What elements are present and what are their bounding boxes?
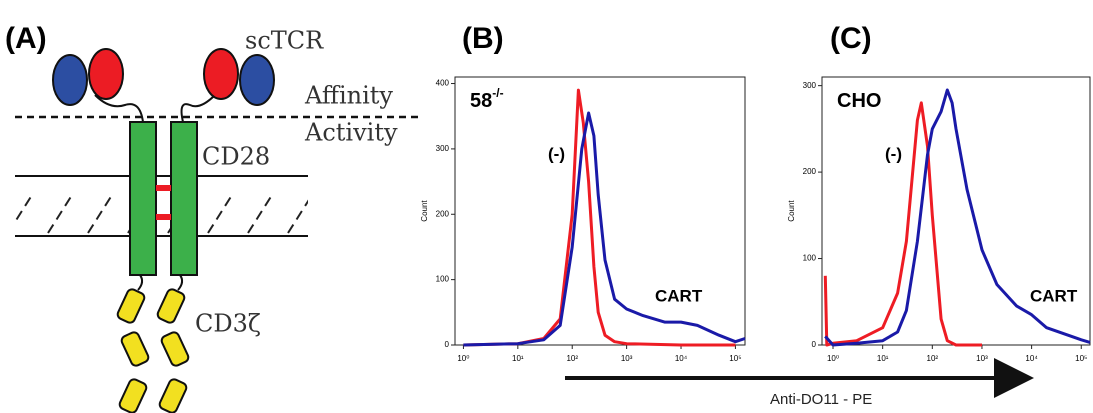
series-label: (-) bbox=[548, 144, 565, 163]
sample-sup: -/- bbox=[492, 86, 503, 100]
histogram-line bbox=[463, 88, 736, 347]
x-tick-label: 10⁵ bbox=[729, 354, 741, 363]
domain-red bbox=[203, 48, 239, 100]
x-tick-label: 10⁴ bbox=[675, 354, 688, 363]
cd28-chain bbox=[129, 121, 157, 276]
y-tick-label: 200 bbox=[803, 167, 817, 176]
x-tick-label: 10⁰ bbox=[457, 354, 469, 363]
label: Activity bbox=[304, 119, 398, 147]
series-label: (-) bbox=[885, 144, 902, 163]
domain-blue bbox=[239, 54, 275, 106]
histogram-line bbox=[824, 88, 1091, 347]
x-tick-label: 10¹ bbox=[877, 354, 889, 363]
panel-sample-label: CHO bbox=[837, 90, 881, 112]
x-tick-label: 10⁵ bbox=[1075, 354, 1087, 363]
y-tick-label: 100 bbox=[436, 275, 450, 284]
label: CD3ζ bbox=[195, 310, 261, 338]
disulfide bbox=[156, 214, 171, 220]
x-tick-label: 10² bbox=[927, 354, 939, 363]
label: Affinity bbox=[304, 82, 393, 110]
label: CD28 bbox=[202, 143, 270, 171]
y-tick-label: 100 bbox=[803, 254, 817, 263]
x-tick-label: 10³ bbox=[976, 354, 988, 363]
panel-label: (A) bbox=[5, 22, 47, 55]
histogram-line bbox=[463, 111, 746, 347]
diagram: (A) scTCR Affinity Activity CD28 CD3ζ bbox=[5, 22, 420, 413]
x-axis-label: Anti-DO11 - PE bbox=[770, 391, 872, 408]
x-tick-label: 10³ bbox=[621, 354, 633, 363]
panel-label: (B) bbox=[462, 22, 504, 55]
x-tick-label: 10⁰ bbox=[827, 354, 839, 363]
cd3-chain bbox=[116, 274, 190, 413]
y-tick-label: 0 bbox=[812, 340, 817, 349]
series-label: CART bbox=[1030, 286, 1078, 305]
domain-blue bbox=[52, 54, 88, 106]
x-tick-label: 10¹ bbox=[512, 354, 524, 363]
panel-label: (C) bbox=[830, 22, 872, 55]
sample-name: CHO bbox=[837, 90, 881, 112]
y-tick-label: 300 bbox=[803, 81, 817, 90]
histogram-line bbox=[823, 101, 982, 347]
y-tick-label: 0 bbox=[445, 340, 450, 349]
domain-red bbox=[88, 48, 124, 100]
disulfide bbox=[156, 185, 171, 191]
linker bbox=[94, 94, 144, 123]
plot-frame bbox=[454, 76, 746, 346]
linker bbox=[180, 94, 216, 123]
y-tick-label: 400 bbox=[436, 79, 450, 88]
panel-sample-label: 58-/- bbox=[470, 86, 504, 112]
y-axis-label: Count bbox=[420, 200, 429, 222]
x-tick-label: 10² bbox=[566, 354, 578, 363]
y-axis-label: Count bbox=[787, 200, 796, 222]
series-label: CART bbox=[655, 286, 703, 305]
label: scTCR bbox=[245, 27, 324, 55]
cd28-chain bbox=[170, 121, 198, 276]
y-tick-label: 200 bbox=[436, 209, 450, 218]
y-tick-label: 300 bbox=[436, 144, 450, 153]
sample-name: 58 bbox=[470, 90, 492, 112]
x-tick-label: 10⁴ bbox=[1025, 354, 1038, 363]
